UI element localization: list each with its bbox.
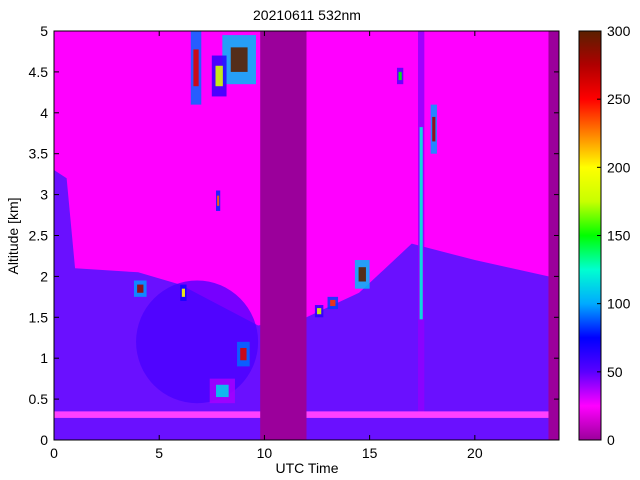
y-tick-label: 1.5	[29, 309, 49, 325]
cloud-feature-1	[190, 31, 202, 105]
cloud-feature-9	[418, 31, 425, 416]
cloud-feature-2	[222, 35, 256, 85]
no-data-gaps	[260, 31, 559, 440]
colorbar-tick-label: 250	[607, 91, 631, 107]
x-axis-label: UTC Time	[276, 460, 339, 476]
heatmap-plot	[54, 31, 559, 440]
colorbar-tick-label: 200	[607, 159, 631, 175]
x-axis-ticks: 0 5 10 15 20	[50, 31, 483, 461]
cloud-feature-5	[133, 280, 147, 297]
no-data-gap-1	[260, 31, 307, 440]
cloud-feature-13	[314, 305, 324, 318]
colorbar-tick-label: 100	[607, 296, 631, 312]
colorbar-tick-label: 150	[607, 228, 631, 244]
y-tick-label: 1	[40, 350, 48, 366]
x-tick-label: 20	[467, 445, 483, 461]
y-axis-ticks: 0 0.5 1 1.5 2 2.5 3 3.5 4 4.5 5	[29, 23, 559, 448]
cloud-feature-3	[211, 55, 227, 97]
y-tick-label: 3	[40, 187, 48, 203]
x-tick-label: 0	[50, 445, 58, 461]
y-axis-label: Altitude [km]	[5, 197, 21, 274]
cloud-feature-8	[209, 378, 235, 404]
no-data-gap-2	[548, 31, 559, 440]
x-tick-label: 5	[155, 445, 163, 461]
y-tick-label: 4.5	[29, 64, 49, 80]
colorbar-tick-label: 300	[607, 23, 631, 39]
colorbar-tick-label: 50	[607, 364, 623, 380]
cloud-feature-7	[237, 341, 250, 367]
y-tick-label: 4	[40, 105, 48, 121]
aerosol-region	[136, 280, 259, 404]
cloud-feature-12	[327, 296, 339, 310]
cloud-feature-14	[396, 67, 404, 85]
y-tick-label: 0	[40, 432, 48, 448]
y-tick-label: 5	[40, 23, 48, 39]
cloud-feature-4	[216, 190, 221, 211]
y-tick-label: 2.5	[29, 228, 49, 244]
x-tick-label: 15	[362, 445, 378, 461]
y-tick-label: 3.5	[29, 146, 49, 162]
cloud-features-layer	[133, 31, 437, 416]
colorbar-ticks: 0 50 100 150 200 250 300	[597, 23, 631, 448]
y-tick-label: 0.5	[29, 391, 49, 407]
cloud-feature-11	[354, 260, 370, 289]
cloud-feature-6	[180, 284, 187, 301]
y-tick-label: 2	[40, 268, 48, 284]
colorbar-tick-label: 0	[607, 432, 615, 448]
aerosol-region-layer	[136, 280, 259, 404]
chart-title: 20210611 532nm	[253, 7, 361, 23]
x-tick-label: 10	[257, 445, 273, 461]
cloud-feature-10	[430, 104, 437, 154]
